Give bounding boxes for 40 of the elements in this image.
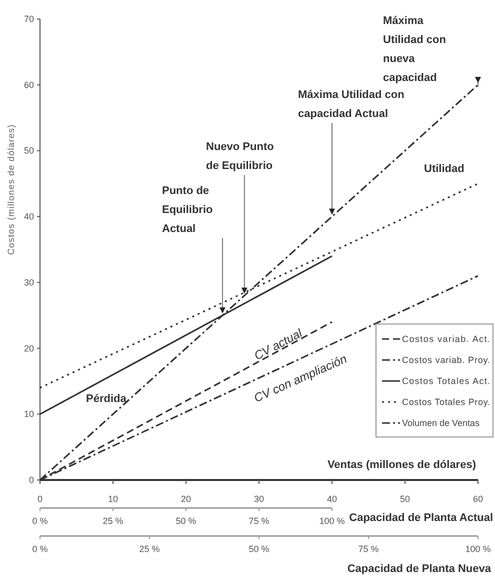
text: 75 % (248, 516, 270, 526)
legend-label: Costos Totales Proy. (402, 397, 490, 407)
x2-tick-label: 100 % (465, 544, 491, 554)
text: 25 % (102, 516, 124, 526)
text: 100 % (319, 516, 345, 526)
y-tick-label: 70 (24, 14, 34, 24)
annotation: Máxima Utilidad con nueva capacidad (383, 15, 446, 84)
text: 0 % (32, 516, 48, 526)
y-tick-label: 60 (24, 80, 34, 90)
y-tick-label: 0 (28, 475, 34, 485)
x2-tick-label: 25 % (139, 544, 160, 554)
x-tick-label: 10 (108, 494, 118, 504)
x-tick-label: 50 (400, 494, 410, 504)
annotation: Máxima Utilidad con capacidad Actual (298, 89, 405, 120)
legend-label: Costos variab. Act. (402, 334, 490, 344)
x2-axis-title: Capacidad de Planta Nueva (347, 563, 492, 575)
y-tick-label: 40 (24, 212, 34, 222)
x2-tick-label: 0 % (32, 544, 48, 554)
y-tick-label: 20 (24, 343, 34, 354)
x2-tick-label: 75 % (358, 544, 379, 554)
x-tick-label: 20 (180, 494, 192, 504)
legend-label: Costos variab. Proy. (402, 355, 490, 365)
legend-label: Costos Totales Act. (402, 376, 490, 386)
x-tick-label: 60 (472, 494, 484, 504)
x-tick-label: 30 (254, 494, 264, 504)
y-tick-label: 10 (24, 409, 34, 420)
y-tick-label: 30 (24, 277, 34, 288)
annotation: Pérdida (86, 393, 128, 405)
y-tick-label: 50 (24, 146, 34, 156)
x2-tick-label: 50 % (248, 544, 270, 554)
x-tick-label: 40 (326, 494, 338, 504)
text: 50 % (176, 516, 196, 526)
annotation: Utilidad (424, 163, 464, 175)
x-axis-title: Ventas (millones de dólares) (327, 459, 476, 471)
x-tick-label: 0 (37, 494, 43, 504)
legend-label: Volumen de Ventas (402, 418, 480, 428)
annotation: Punto de Equilibrio Actual (162, 185, 213, 235)
text: Capacidad de Planta Actual (349, 512, 493, 524)
y-axis-title: Costos (millones de dólares) (6, 124, 16, 255)
annotation: Nuevo Punto de Equilibrio (206, 141, 274, 172)
